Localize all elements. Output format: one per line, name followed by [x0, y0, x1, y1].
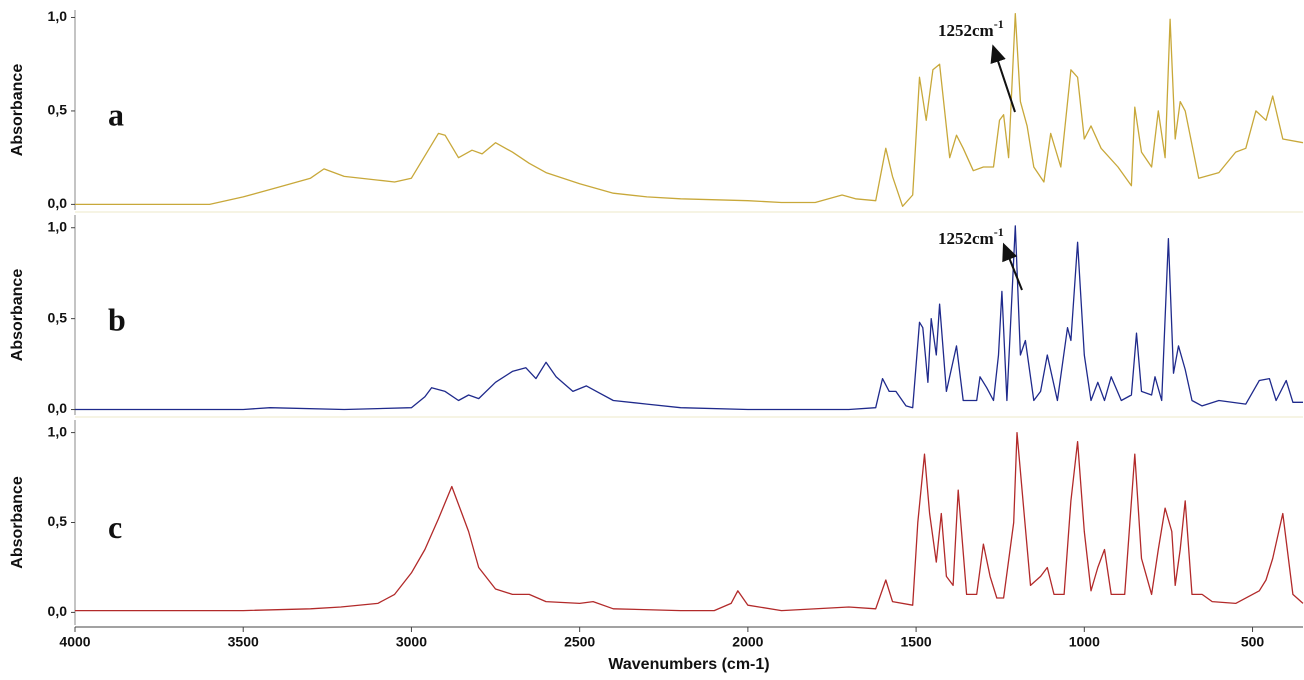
annotation-arrow	[1002, 242, 1023, 291]
y-tick-label: 0,0	[48, 195, 68, 211]
x-axis-label: Wavenumbers (cm-1)	[608, 656, 769, 673]
x-tick-label: 1500	[901, 634, 932, 650]
y-tick-label: 0,0	[48, 603, 68, 619]
annotation: 1252cm-1	[938, 17, 1004, 40]
annotation-text: 1252cm	[938, 21, 994, 40]
panel-label: a	[108, 96, 124, 132]
x-tick-label: 500	[1241, 634, 1265, 650]
y-tick-label: 1,0	[48, 8, 68, 24]
y-tick-label: 0,5	[48, 102, 68, 118]
x-tick-label: 3500	[228, 634, 259, 650]
annotation-sup: -1	[994, 225, 1004, 239]
y-tick-label: 1,0	[48, 423, 68, 439]
y-tick-label: 0,0	[48, 400, 68, 416]
panel-label: b	[108, 301, 126, 337]
x-tick-label: 2000	[732, 634, 763, 650]
spectrum-line	[75, 13, 1304, 207]
annotation-text: 1252cm	[938, 229, 994, 248]
x-tick-label: 1000	[1069, 634, 1100, 650]
y-tick-label: 0,5	[48, 309, 68, 325]
y-axis-label: Absorbance	[9, 269, 26, 362]
x-tick-label: 3000	[396, 634, 427, 650]
y-tick-label: 1,0	[48, 218, 68, 234]
x-tick-label: 2500	[564, 634, 595, 650]
x-tick-label: 4000	[59, 634, 90, 650]
panel-label: c	[108, 509, 122, 545]
y-axis-label: Absorbance	[9, 64, 26, 157]
annotation: 1252cm-1	[938, 225, 1004, 248]
annotation-arrow	[990, 44, 1016, 113]
spectrum-line	[75, 431, 1304, 612]
y-axis-label: Absorbance	[9, 476, 26, 569]
annotation-sup: -1	[994, 17, 1004, 31]
spectrum-line	[75, 225, 1303, 411]
y-tick-label: 0,5	[48, 513, 68, 529]
